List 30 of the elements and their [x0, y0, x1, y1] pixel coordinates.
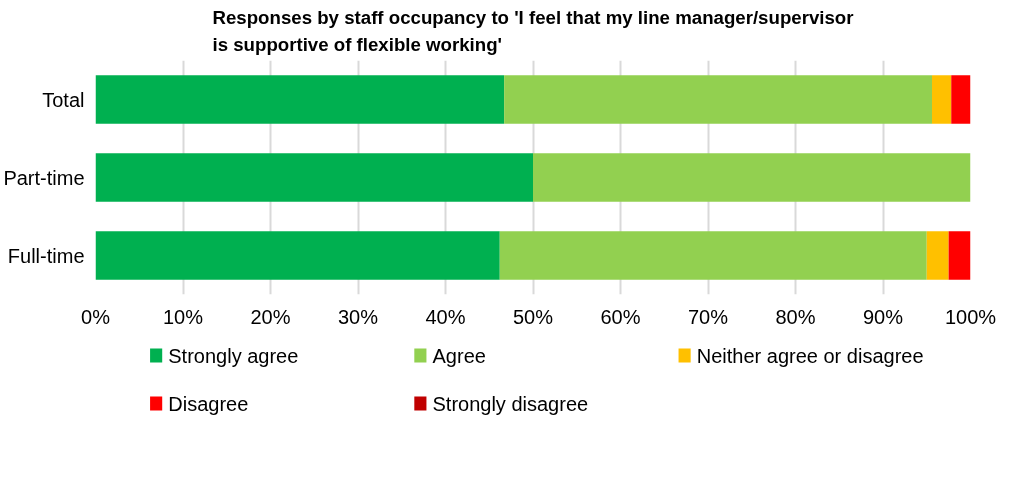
bar	[932, 75, 952, 124]
y-tick-label: Part-time	[3, 166, 85, 189]
x-tick-label: 100%	[944, 305, 997, 328]
x-tick-label: 90%	[862, 305, 904, 328]
bar	[499, 231, 927, 280]
legend-label: Neither agree or disagree	[696, 344, 924, 367]
bar	[504, 75, 932, 124]
bar	[533, 153, 971, 202]
bar	[951, 75, 971, 124]
legend-label: Disagree	[168, 392, 249, 415]
bar	[926, 231, 949, 280]
legend-label: Agree	[432, 344, 486, 367]
x-tick-label: 30%	[337, 305, 379, 328]
bar	[95, 75, 505, 124]
x-tick-label: 80%	[775, 305, 816, 328]
bar	[95, 153, 533, 202]
x-tick-label: 70%	[687, 305, 729, 328]
x-tick-label: 20%	[250, 305, 291, 328]
x-tick-label: 60%	[600, 305, 641, 328]
y-tick-label: Full-time	[7, 244, 85, 267]
x-tick-label: 50%	[512, 305, 554, 328]
chart-title: Responses by staff occupancy to 'I feel that my line manager/supervisor is supportive of flexible working'	[212, 7, 854, 56]
y-tick-label: Total	[42, 88, 85, 111]
x-tick-label: 10%	[162, 305, 204, 328]
bar	[948, 231, 971, 280]
bar	[95, 231, 500, 280]
x-tick-label: 40%	[425, 305, 466, 328]
legend-label: Strongly agree	[168, 344, 299, 367]
legend-label: Strongly disagree	[432, 392, 589, 415]
x-tick-label: 0%	[81, 305, 111, 328]
